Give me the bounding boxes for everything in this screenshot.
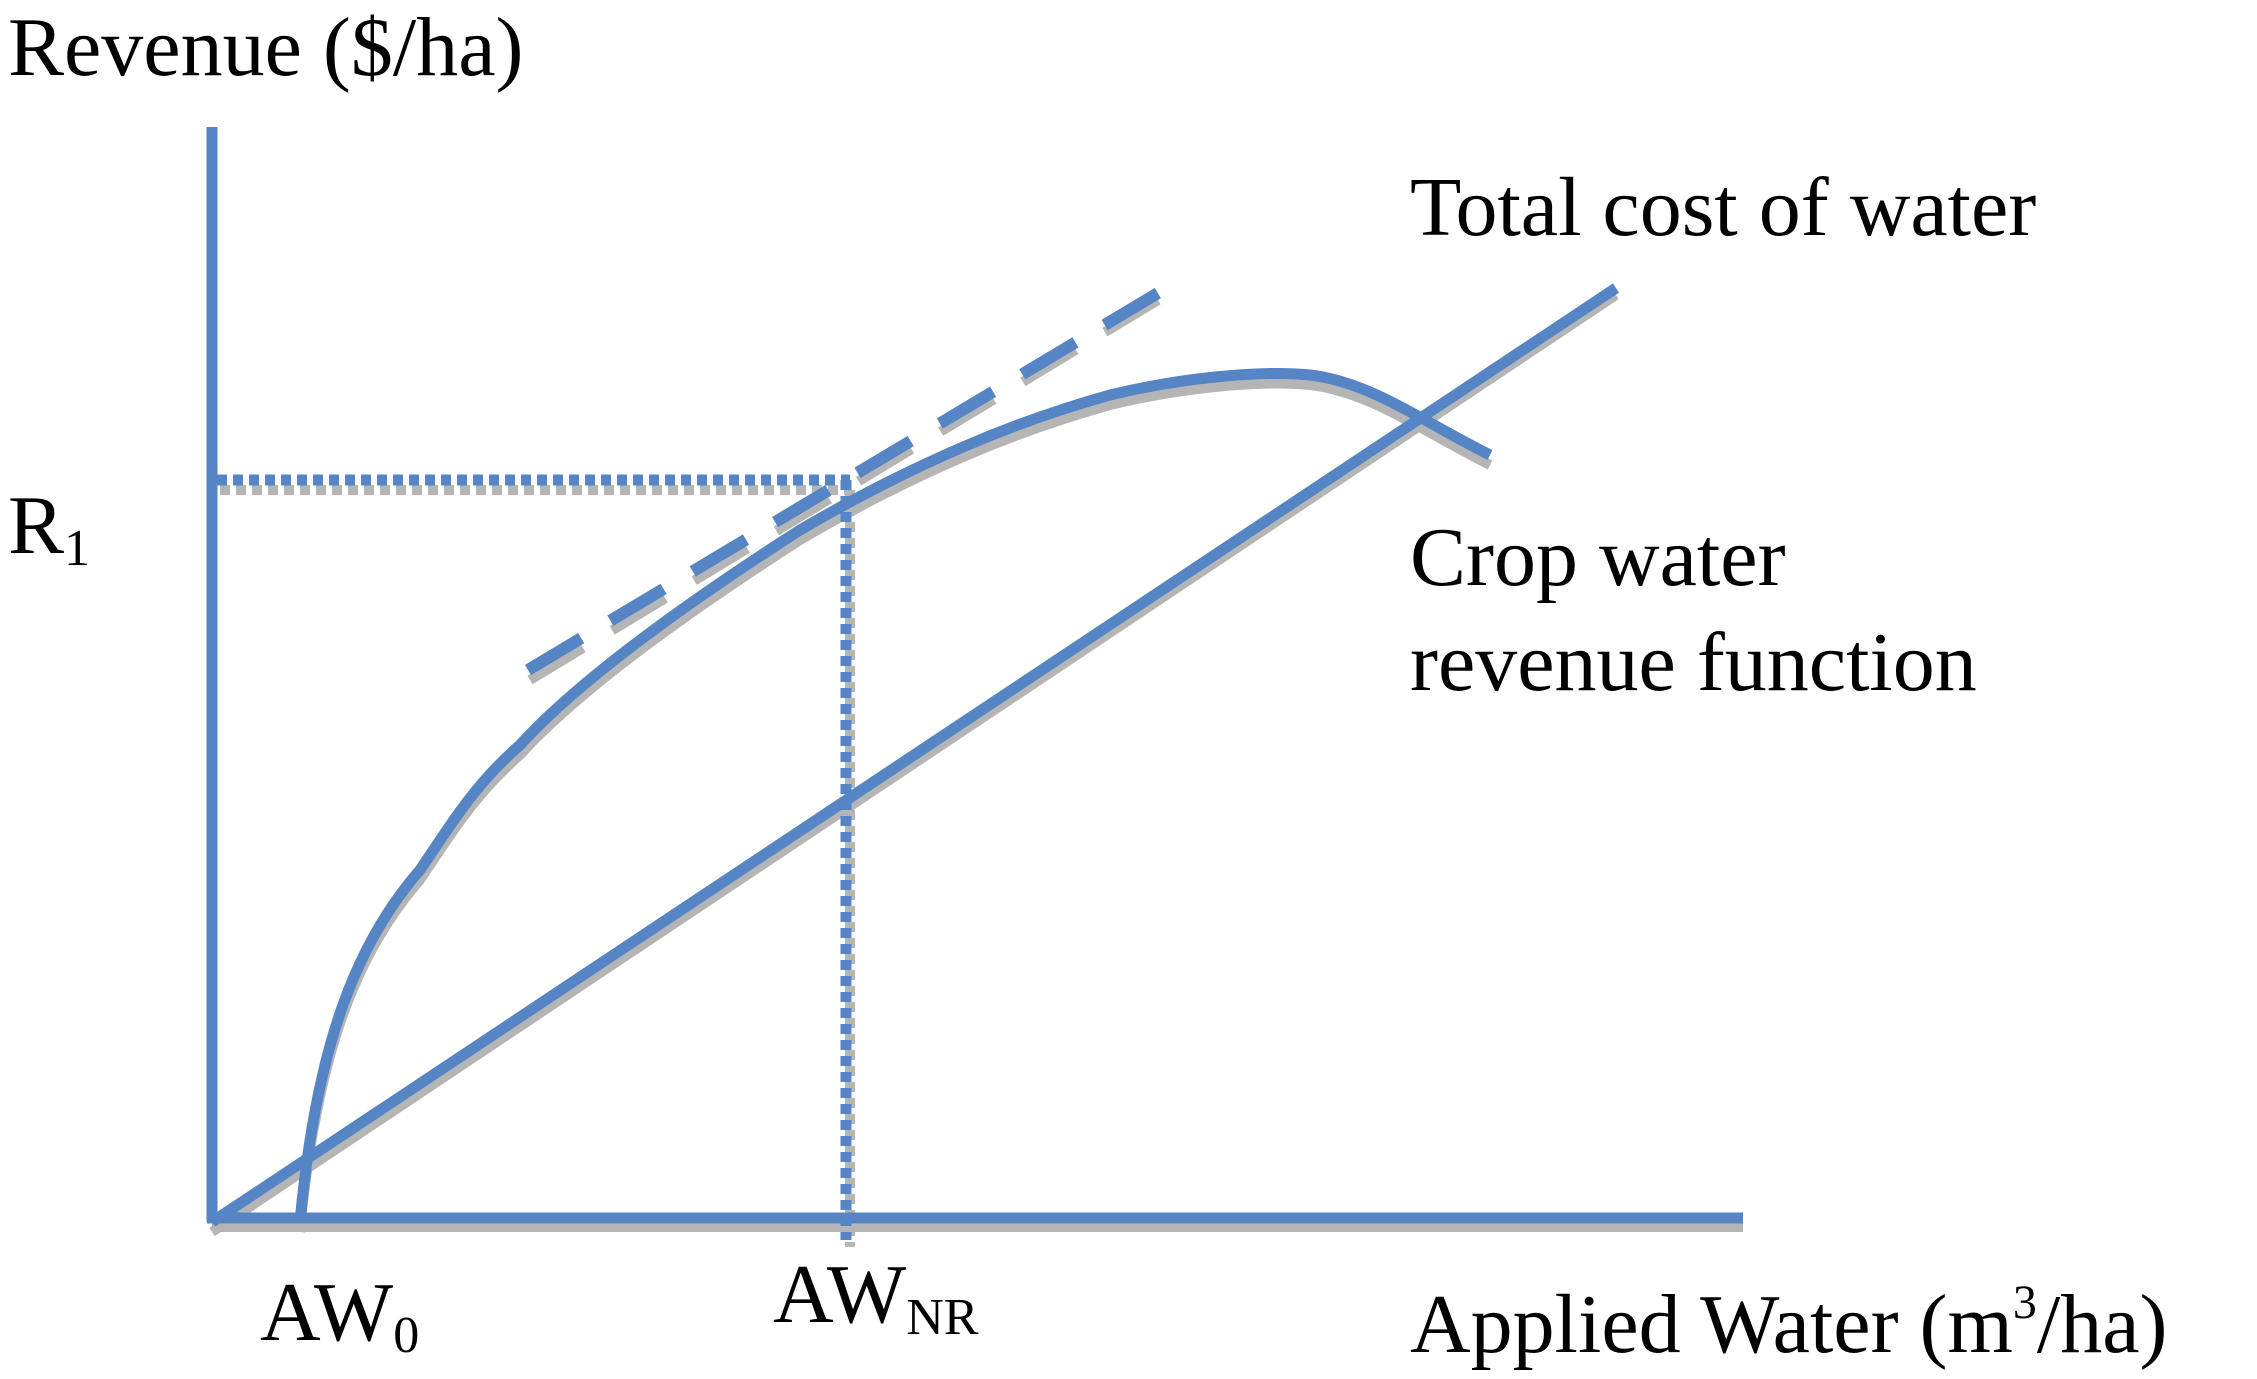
y-axis-label: Revenue ($/ha) [8, 1, 523, 94]
total-cost-line [208, 283, 1620, 1227]
awnr-label: AWNR [773, 1248, 979, 1346]
revenue-curve-label-line2: revenue function [1410, 616, 1977, 709]
total-cost-label: Total cost of water [1410, 161, 2036, 254]
revenue-curve [294, 368, 1493, 1223]
aw0-label: AW0 [260, 1266, 419, 1364]
x-axis-label: Applied Water (m3/ha) [1410, 1276, 2167, 1371]
r1-label: R1 [8, 479, 90, 577]
revenue-curve-label-line1: Crop water [1410, 511, 1786, 604]
tangent-line [524, 281, 1172, 676]
